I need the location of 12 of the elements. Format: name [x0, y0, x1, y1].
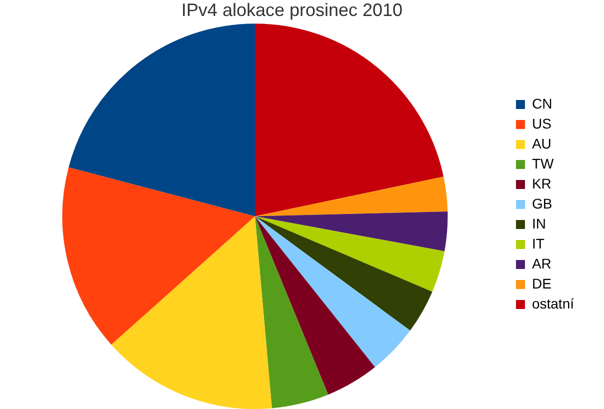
legend-label: KR [532, 175, 552, 192]
legend-label: IT [532, 235, 545, 252]
legend-label: AR [532, 255, 552, 272]
legend-label: TW [532, 155, 555, 172]
chart-title: IPv4 alokace prosinec 2010 [181, 0, 403, 20]
legend-label: IN [532, 215, 546, 232]
legend-label: CN [532, 95, 552, 112]
legend-label: ostatní [532, 295, 574, 312]
legend-label: US [532, 115, 552, 132]
legend-label: GB [532, 195, 552, 212]
legend-label: DE [532, 275, 552, 292]
legend-label: AU [532, 135, 552, 152]
